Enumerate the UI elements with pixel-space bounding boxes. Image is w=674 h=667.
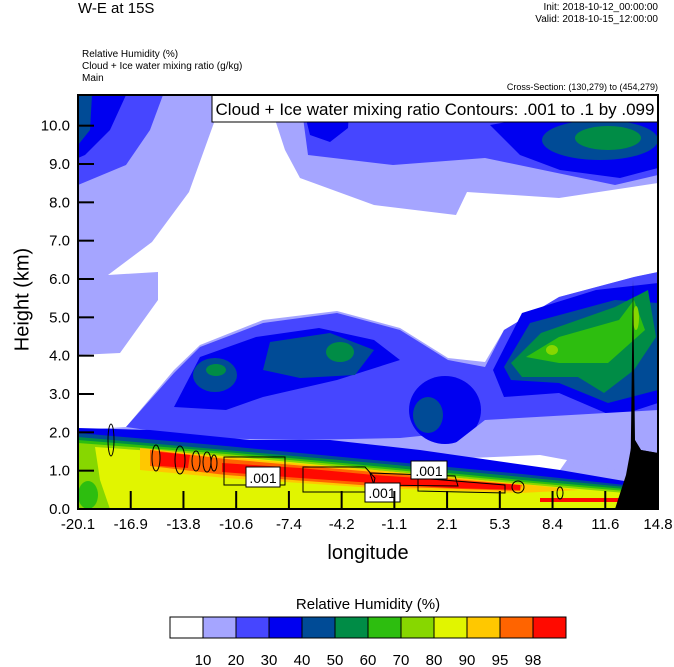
contour-line [511,480,525,494]
x-tick-label: -13.8 [166,516,200,533]
colorbar-swatch [499,616,534,639]
y-tick-label: 5.0 [49,309,70,326]
x-tick-label: -20.1 [61,516,95,533]
contour-info-label: Cloud + Ice water mixing ratio Contours:… [216,100,655,119]
rh-band-70 [78,481,98,509]
colorbar-swatch [334,616,369,639]
colorbar-level-label: 20 [228,652,245,667]
colorbar: 10 20 30 40 50 60 70 80 90 95 98 [169,616,567,667]
rh-field [78,95,658,509]
x-tick-label: -16.9 [114,516,148,533]
field-label-main: Main [82,73,104,84]
contour-line [174,445,186,475]
contour-line [191,450,201,472]
contour-line [210,454,218,472]
x-tick-label: 5.3 [489,516,510,533]
init-time: Init: 2018-10-12_00:00:00 [543,2,658,13]
plot-title: W-E at 15S [78,0,155,17]
colorbar-swatch [367,616,402,639]
contour-line-label: .001 [415,463,442,479]
colorbar-level-label: 80 [426,652,443,667]
x-tick-label: 14.8 [643,516,672,533]
contour-info-box [211,94,659,123]
colorbar-swatch [169,616,204,639]
rh-band-80 [633,306,639,330]
rh-band-80 [546,345,558,355]
contour-line [223,456,286,486]
y-axis-label: Height (km) [11,247,34,352]
terrain [615,437,658,509]
contour-line [107,423,115,457]
y-tick-label: 9.0 [49,156,70,173]
x-tick-label: -10.6 [219,516,253,533]
colorbar-level-label: 40 [294,652,311,667]
x-axis-label: longitude [327,542,409,564]
colorbar-swatch [532,616,567,639]
colorbar-level-label: 98 [525,652,542,667]
colorbar-swatch [433,616,468,639]
contour-label-box [410,460,448,480]
x-tick-label: -4.2 [329,516,355,533]
colorbar-level-label: 90 [459,652,476,667]
colorbar-level-label: 30 [261,652,278,667]
colorbar-swatch [235,616,270,639]
colorbar-level-label: 10 [195,652,212,667]
rh-band-60 [575,126,641,150]
contour-label-box [364,482,401,503]
colorbar-swatch [268,616,303,639]
x-tick-label: 2.1 [437,516,458,533]
rh-band-60 [206,364,226,376]
colorbar-swatch [202,616,237,639]
contour-line [556,486,564,500]
contour-line [417,477,506,494]
rh-band-50 [413,397,443,433]
axes: 0.0 1.0 2.0 3.0 4.0 5.0 6.0 7.0 8.0 9.0 10.0 -20.1 -… [41,118,673,533]
y-tick-label: 7.0 [49,233,70,250]
colorbar-level-label: 95 [492,652,509,667]
x-tick-label: 8.4 [542,516,563,533]
contour-label-box [245,466,281,488]
rh-band-60 [326,342,354,362]
y-tick-label: 2.0 [49,424,70,441]
rh-band-50 [78,95,92,145]
colorbar-swatch [466,616,501,639]
contour-line-label: .001 [249,470,276,486]
field-label-rh: Relative Humidity (%) [82,49,179,60]
valid-time: Valid: 2018-10-15_12:00:00 [535,14,658,25]
colorbar-level-label: 70 [393,652,410,667]
x-tick-label: -1.1 [381,516,407,533]
field-label-cloud: Cloud + Ice water mixing ratio (g/kg) [82,61,243,72]
rh-band-20 [440,410,658,472]
y-tick-label: 10.0 [41,118,70,135]
plot-frame [77,94,659,510]
x-tick-label: 11.6 [591,516,619,533]
colorbar-level-label: 50 [327,652,344,667]
colorbar-swatch [301,616,336,639]
y-tick-label: 3.0 [49,386,70,403]
cross-section-label: Cross-Section: (130,279) to (454,279) [506,82,658,92]
y-tick-label: 4.0 [49,348,70,365]
contour-line-label: .001 [368,485,395,501]
y-tick-label: 0.0 [49,501,70,518]
x-tick-label: -7.4 [276,516,302,533]
contour-line [151,444,161,472]
y-tick-label: 8.0 [49,194,70,211]
colorbar-title: Relative Humidity (%) [295,596,441,613]
rh-band-10 [78,95,658,430]
colorbar-swatch [400,616,435,639]
colorbar-level-label: 60 [360,652,377,667]
y-tick-label: 6.0 [49,271,70,288]
y-tick-label: 1.0 [49,463,70,480]
